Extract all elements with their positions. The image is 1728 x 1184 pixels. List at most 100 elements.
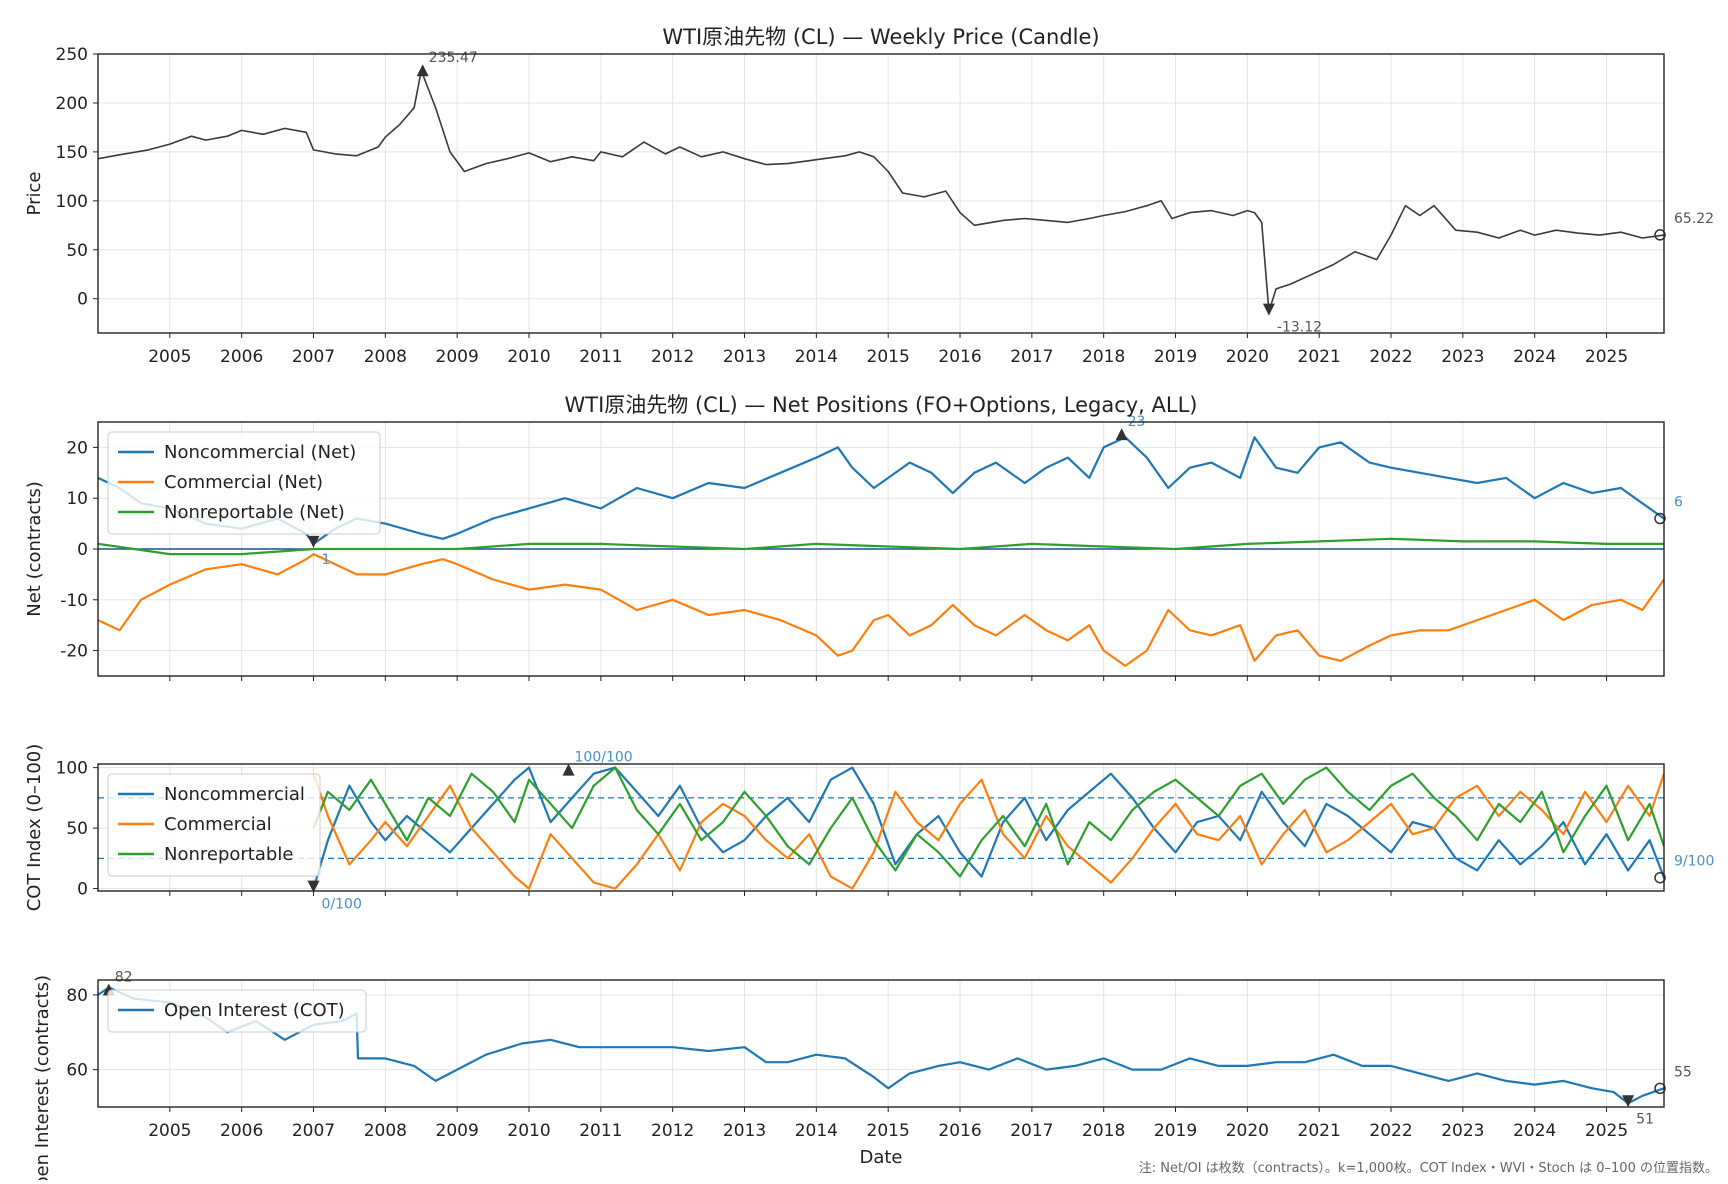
oi-xtick-label: 2023 (1441, 1121, 1484, 1141)
footnote: 注: Net/OI は枚数（contracts）。k=1,000枚。COT In… (1139, 1161, 1718, 1176)
cot-last-label: 9/100 (1674, 854, 1714, 870)
cot-series-1 (312, 773, 1664, 890)
price-panel: 0 50 100 150 200 250 2005 2006 2007 2008 2009 2010 2… (24, 25, 1714, 367)
cot-legend-label: Noncommercial (164, 784, 305, 805)
oi-xtick-label: 2011 (579, 1121, 622, 1141)
net-frame (97, 421, 1665, 677)
net-legend-label: Commercial (Net) (164, 472, 323, 493)
net-last-marker (1654, 512, 1666, 525)
cot-ytick-label: 50 (66, 819, 88, 839)
price-xtick-label: 2022 (1369, 347, 1412, 367)
cot-max-label: 100/100 (575, 750, 633, 766)
oi-last-marker (1654, 1082, 1666, 1095)
price-series-0 (98, 69, 1664, 313)
net-series-1 (98, 552, 1664, 667)
oi-xtick-label: 2007 (292, 1121, 335, 1141)
cot-series-2 (312, 766, 1664, 878)
cot-panel: 0 50 100 100/100 0/100 9/100 COT Index (0–100)… (24, 744, 1714, 913)
price-min-marker (1262, 303, 1275, 316)
net-ytick-label: 20 (66, 438, 88, 458)
price-xtick-label: 2009 (436, 347, 479, 367)
oi-xtick-label: 2006 (220, 1121, 263, 1141)
oi-xtick-label: 2022 (1369, 1121, 1412, 1141)
oi-ytick-label: 60 (66, 1061, 88, 1081)
price-ytick-label: 50 (66, 241, 88, 261)
oi-legend-label: Open Interest (COT) (164, 1000, 345, 1021)
net-last-label: 6 (1674, 495, 1683, 511)
oi-xtick-label: 2009 (436, 1121, 479, 1141)
net-max-marker (1115, 428, 1128, 441)
price-ytick-label: 150 (56, 143, 88, 163)
price-xtick-label: 2019 (1154, 347, 1197, 367)
oi-xtick-label: 2019 (1154, 1121, 1197, 1141)
price-xtick-label: 2010 (507, 347, 550, 367)
oi-legend (107, 989, 367, 1033)
price-xtick-label: 2025 (1585, 347, 1628, 367)
net-legend-label: Nonreportable (Net) (164, 502, 345, 523)
net-legend-label: Noncommercial (Net) (164, 442, 356, 463)
cot-frame (97, 763, 1665, 892)
oi-max-label: 82 (115, 969, 133, 985)
oi-xtick-label: 2025 (1585, 1121, 1628, 1141)
price-min-label: -13.12 (1277, 320, 1322, 336)
oi-xtick-label: 2005 (148, 1121, 191, 1141)
price-xtick-label: 2006 (220, 347, 263, 367)
cot-ytick-label: 0 (77, 880, 88, 900)
cot-min-label: 0/100 (322, 897, 362, 913)
price-xtick-label: 2020 (1226, 347, 1269, 367)
net-ytick-label: -10 (60, 591, 88, 611)
cot-ylabel: COT Index (0–100) (24, 744, 45, 912)
cot-legend-label: Nonreportable (164, 844, 293, 865)
price-xtick-label: 2014 (795, 347, 838, 367)
net-ytick-label: 10 (66, 489, 88, 509)
price-xtick-label: 2024 (1513, 347, 1556, 367)
oi-xtick-label: 2021 (1298, 1121, 1341, 1141)
oi-xtick-label: 2015 (867, 1121, 910, 1141)
net-ytick-label: -20 (60, 642, 88, 662)
price-xtick-label: 2021 (1298, 347, 1341, 367)
price-max-marker (416, 64, 429, 77)
price-xtick-label: 2012 (651, 347, 694, 367)
cot-min-marker (307, 880, 320, 893)
oi-xtick-label: 2010 (507, 1121, 550, 1141)
price-ytick-label: 200 (56, 94, 88, 114)
oi-frame (97, 979, 1665, 1108)
oi-xtick-label: 2016 (938, 1121, 981, 1141)
price-title: WTI原油先物 (CL) — Weekly Price (Candle) (662, 25, 1099, 49)
cot-ytick-label: 100 (56, 759, 88, 779)
cot-legend (107, 773, 321, 877)
price-xtick-label: 2007 (292, 347, 335, 367)
oi-xtick-label: 2014 (795, 1121, 838, 1141)
oi-xtick-label: 2017 (1010, 1121, 1053, 1141)
net-series-2 (98, 537, 1664, 556)
price-xtick-label: 2016 (938, 347, 981, 367)
net-min-marker (307, 535, 320, 548)
net-ylabel: Net (contracts) (24, 481, 45, 617)
price-xtick-label: 2013 (723, 347, 766, 367)
oi-xtick-label: 2008 (364, 1121, 407, 1141)
price-last-label: 65.22 (1674, 211, 1714, 227)
price-xtick-label: 2005 (148, 347, 191, 367)
net-legend (107, 431, 381, 535)
price-xtick-label: 2015 (867, 347, 910, 367)
cot-legend-label: Commercial (164, 814, 272, 835)
oi-ytick-label: 80 (66, 986, 88, 1006)
price-ytick-label: 100 (56, 192, 88, 212)
net-ytick-label: 0 (77, 540, 88, 560)
cot-max-marker (562, 763, 575, 776)
oi-min-marker (1622, 1095, 1635, 1108)
price-max-label: 235.47 (429, 50, 478, 66)
cot-last-marker (1654, 871, 1666, 884)
price-ytick-label: 0 (77, 290, 88, 310)
price-xtick-label: 2023 (1441, 347, 1484, 367)
price-xtick-label: 2017 (1010, 347, 1053, 367)
oi-panel: 60 80 2005 2006 2007 2008 2009 2010 2011 2012 2013… (32, 969, 1692, 1184)
oi-xtick-label: 2012 (651, 1121, 694, 1141)
price-last-marker (1654, 229, 1666, 241)
price-ylabel: Price (24, 172, 45, 216)
price-frame (97, 53, 1665, 334)
oi-xtick-label: 2020 (1226, 1121, 1269, 1141)
oi-xlabel: Date (859, 1147, 902, 1168)
